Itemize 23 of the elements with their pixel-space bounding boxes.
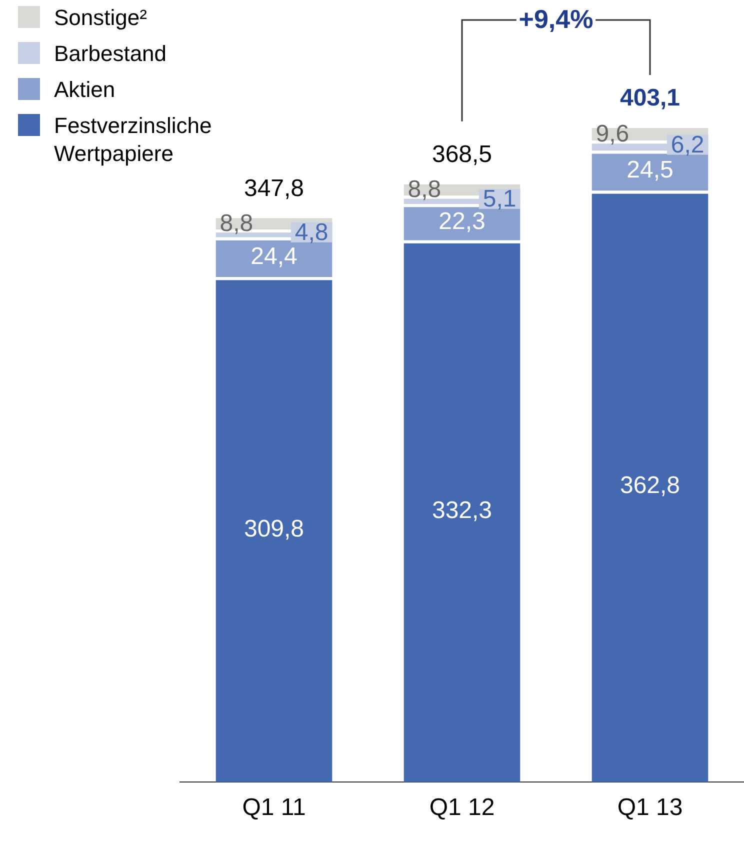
data-label: 332,3 xyxy=(432,496,492,524)
legend-label: Sonstige² xyxy=(54,4,148,32)
legend-label: Festverzinsliche Wertpapiere xyxy=(54,112,213,168)
data-label: 24,4 xyxy=(250,242,298,270)
legend-label: Aktien xyxy=(54,76,116,104)
x-tick-label: Q1 12 xyxy=(429,794,495,822)
total-label: 347,8 xyxy=(244,174,304,202)
text: +9,4% xyxy=(518,4,594,35)
total-label: 403,1 xyxy=(620,84,680,112)
data-label: 5,1 xyxy=(482,186,516,213)
data-label: 309,8 xyxy=(244,515,304,542)
data-label: 9,6 xyxy=(596,120,630,148)
legend-label: Barbestand xyxy=(54,40,168,68)
total-label: 368,5 xyxy=(432,141,492,168)
x-tick-label: Q1 13 xyxy=(617,794,683,822)
data-label: 8,8 xyxy=(408,176,442,204)
data-label: 22,3 xyxy=(438,208,486,235)
data-label: 6,2 xyxy=(670,131,704,158)
x-tick-label: Q1 11 xyxy=(242,794,306,822)
data-label: 362,8 xyxy=(620,472,680,500)
data-label: 4,8 xyxy=(294,219,328,246)
data-label: 24,5 xyxy=(626,156,674,184)
data-label: 8,8 xyxy=(220,210,254,237)
